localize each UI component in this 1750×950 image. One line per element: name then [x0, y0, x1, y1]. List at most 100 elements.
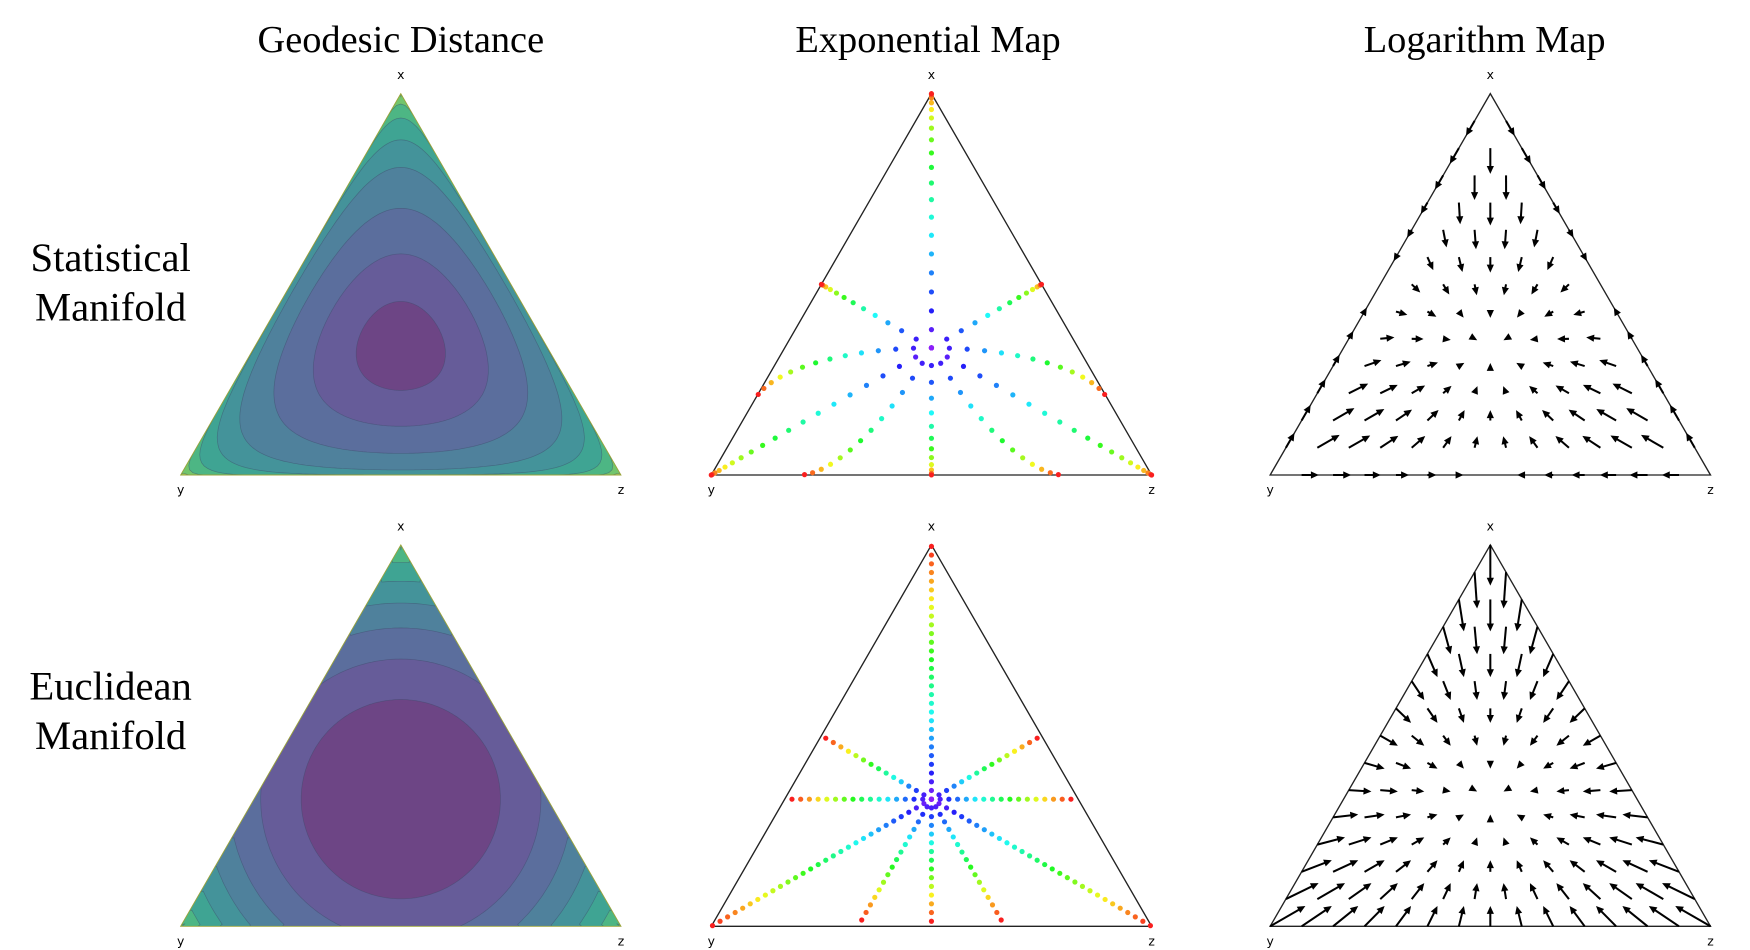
- arrow-head: [1426, 261, 1434, 271]
- geodesic-point: [777, 374, 783, 380]
- geodesic-point: [1007, 300, 1013, 306]
- geodesic-point: [841, 796, 847, 802]
- geodesic-point: [928, 150, 935, 156]
- arrow-head: [1416, 436, 1426, 444]
- geodesic-point: [1029, 461, 1035, 467]
- geodesic-point: [937, 811, 943, 817]
- geodesic-point: [928, 395, 935, 401]
- geodesic-point: [1030, 356, 1036, 362]
- geodesic-point: [921, 800, 927, 807]
- row-label: Manifold: [35, 713, 186, 758]
- arrow-head: [1556, 691, 1564, 701]
- vector-arrow: [1426, 653, 1437, 674]
- geodesic-point: [998, 796, 1004, 802]
- geodesic-point: [755, 391, 761, 398]
- arrow-head: [1556, 787, 1565, 795]
- arrow-head: [1502, 386, 1510, 395]
- geodesic-point: [867, 902, 874, 908]
- geodesic-point: [996, 757, 1002, 763]
- geodesic-point: [831, 401, 837, 407]
- geodesic-point: [883, 822, 889, 828]
- vector-arrow: [1457, 599, 1465, 628]
- arrow-head: [1389, 836, 1398, 844]
- geodesic-point: [928, 909, 935, 916]
- geodesic-point: [994, 909, 1000, 916]
- arrow-head: [1457, 263, 1465, 273]
- arrow-head: [1376, 811, 1385, 820]
- geodesic-point: [972, 320, 978, 326]
- vector-arrow: [1442, 626, 1451, 651]
- arrow-head: [1376, 763, 1385, 770]
- arrow-head: [1516, 362, 1525, 370]
- arrow-head: [1596, 905, 1605, 915]
- arrow-head: [1569, 812, 1579, 820]
- geodesic-point: [974, 770, 980, 776]
- geodesic-point: [946, 345, 952, 351]
- arrow-head: [1547, 261, 1554, 271]
- arrow-head: [1627, 330, 1635, 340]
- arrow-head: [1523, 155, 1531, 164]
- geodesic-point: [845, 748, 851, 754]
- vector-arrow: [1502, 626, 1508, 650]
- triangle-outline: [710, 543, 1153, 927]
- arrow-head: [1472, 436, 1480, 445]
- geodesic-point: [1011, 844, 1018, 850]
- geodesic-point: [928, 735, 935, 741]
- geodesic-point: [928, 779, 935, 785]
- arrow-head: [1472, 883, 1480, 892]
- geodesic-point: [928, 454, 935, 461]
- arrow-head: [1531, 285, 1539, 295]
- geodesic-point: [815, 796, 821, 802]
- geodesic-point: [815, 861, 821, 868]
- arrow-head: [1571, 471, 1580, 479]
- geodesic-point: [1042, 861, 1048, 868]
- vector-arrow: [1530, 626, 1539, 651]
- geodesic-point: [928, 822, 935, 828]
- geodesic-point: [827, 461, 834, 467]
- geodesic-point: [1094, 892, 1101, 898]
- arrow-head: [1457, 410, 1465, 419]
- vertex-label: y: [708, 933, 715, 948]
- arrow-head: [1455, 760, 1464, 769]
- arrow-head: [1579, 252, 1587, 262]
- geodesic-point: [725, 914, 731, 920]
- vertex-label: x: [397, 518, 404, 533]
- geodesic-point: [928, 805, 935, 811]
- arrow-head: [1415, 335, 1424, 343]
- geodesic-point: [928, 622, 935, 628]
- geodesic-point: [928, 613, 935, 619]
- geodesic-point: [974, 822, 980, 828]
- arrow-head: [1622, 860, 1632, 867]
- arrow-head: [1465, 127, 1474, 136]
- geodesic-point: [993, 382, 1000, 388]
- arrow-head: [1675, 905, 1684, 914]
- geodesic-point: [896, 363, 903, 369]
- geodesic-point: [1024, 796, 1030, 802]
- arrow-head: [1629, 471, 1638, 479]
- arrow-head: [1486, 217, 1494, 226]
- arrow-head: [1343, 471, 1352, 479]
- geodesic-point: [1089, 380, 1095, 386]
- geodesic-point: [936, 792, 942, 798]
- arrow-head: [1529, 737, 1538, 746]
- arrow-head: [1444, 883, 1451, 892]
- geodesic-point: [928, 106, 935, 113]
- geodesic-point: [863, 382, 870, 388]
- geodesic-point: [868, 831, 874, 837]
- geodesic-point: [823, 735, 829, 741]
- geodesic-point: [808, 866, 814, 872]
- geodesic-point: [943, 787, 950, 794]
- arrow-head: [1415, 837, 1425, 845]
- arrow-head: [1336, 835, 1346, 843]
- geodesic-point: [1011, 748, 1018, 754]
- geodesic-point: [716, 467, 722, 474]
- geodesic-point: [827, 356, 833, 362]
- vector-arrow: [1473, 572, 1478, 605]
- geodesic-point: [928, 866, 935, 872]
- geodesic-point: [827, 286, 833, 293]
- arrow-head: [1444, 691, 1452, 701]
- geodesic-point: [928, 639, 935, 645]
- arrow-head: [1472, 691, 1480, 701]
- geodesic-point: [1004, 840, 1010, 846]
- arrow-head: [1318, 379, 1326, 388]
